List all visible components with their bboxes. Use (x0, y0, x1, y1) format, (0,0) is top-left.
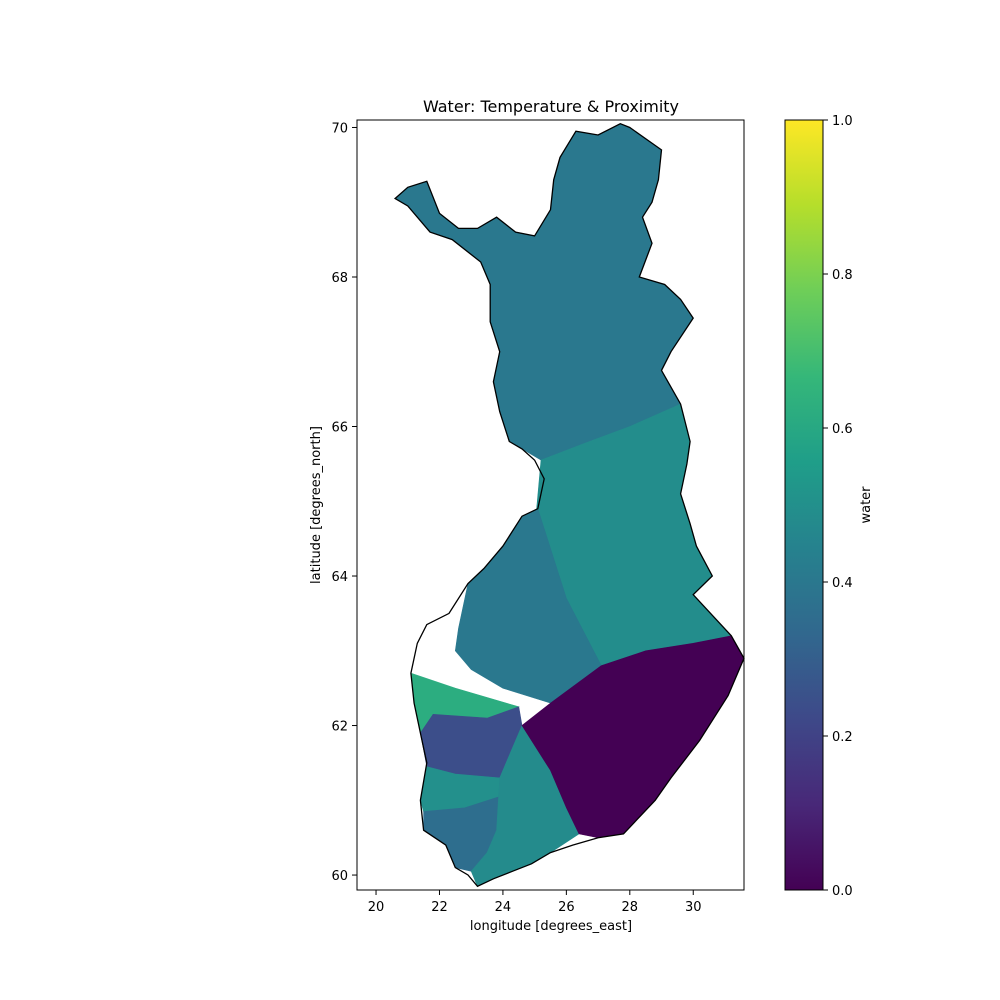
colorbar-ticks: 0.0 0.2 0.4 0.6 0.8 1.0 (823, 114, 853, 899)
x-tick-label: 28 (622, 900, 639, 915)
y-tick-label: 70 (331, 121, 348, 136)
y-tick-label: 64 (331, 570, 348, 585)
x-tick-label: 20 (368, 900, 385, 915)
colorbar (784, 119, 824, 891)
x-axis-label: longitude [degrees_east] (470, 919, 632, 934)
colorbar-tick-label: 0.4 (832, 576, 853, 591)
y-tick-label: 62 (331, 720, 348, 735)
colorbar-tick-label: 0.0 (832, 884, 853, 899)
choropleth-regions (394, 123, 745, 887)
y-axis-label: latitude [degrees_north] (309, 426, 324, 584)
y-tick-label: 60 (331, 869, 348, 884)
country-outline (393, 122, 745, 888)
colorbar-tick-label: 0.6 (832, 422, 853, 437)
x-tick-label: 24 (495, 900, 512, 915)
colorbar-tick-label: 0.2 (832, 730, 853, 745)
chart-title: Water: Temperature & Proximity (423, 97, 679, 116)
colorbar-tick-label: 0.8 (832, 268, 853, 283)
region-north (394, 123, 694, 461)
colorbar-tick-label: 1.0 (832, 114, 853, 129)
x-tick-label: 22 (431, 900, 448, 915)
y-tick-label: 68 (331, 271, 348, 286)
colorbar-label: water (859, 486, 874, 524)
x-tick-label: 26 (558, 900, 575, 915)
x-axis-ticks: 20 22 24 26 28 30 (368, 890, 702, 915)
x-tick-label: 30 (685, 900, 702, 915)
y-tick-label: 66 (331, 421, 348, 436)
y-axis-ticks: 60 62 64 66 68 70 (331, 121, 357, 884)
plot-frame (356, 119, 745, 891)
map-area (393, 122, 745, 888)
